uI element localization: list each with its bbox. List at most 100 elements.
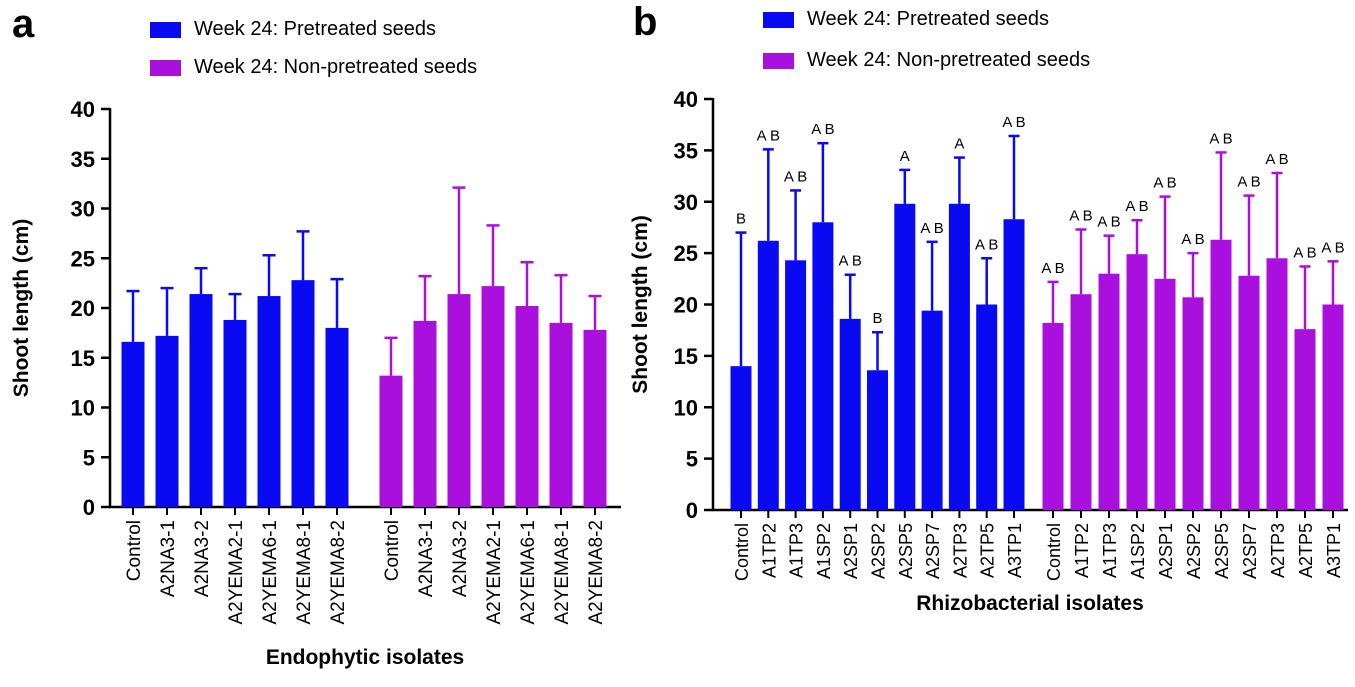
x-tick-label: A2YEMA6-1 xyxy=(518,520,539,625)
y-tick-label: 25 xyxy=(674,241,698,266)
x-tick-label: A3TP1 xyxy=(1005,523,1025,578)
x-tick-label: A2SP7 xyxy=(1240,523,1260,579)
bar xyxy=(1098,273,1120,510)
x-axis-title: Endophytic isolates xyxy=(266,646,464,669)
bar xyxy=(839,318,861,510)
significance-letter: A B xyxy=(839,253,862,270)
bar xyxy=(785,260,807,510)
bar xyxy=(1266,258,1288,510)
bar xyxy=(1322,304,1344,510)
y-tick-label: 0 xyxy=(686,498,698,523)
y-tick-label: 5 xyxy=(686,447,698,472)
bar xyxy=(515,306,539,507)
legend-item: Week 24: Pretreated seeds xyxy=(763,8,1090,31)
non-pretreated-swatch-icon xyxy=(150,59,181,76)
y-axis-title: Shoot length (cm) xyxy=(10,219,33,397)
legend-label: Week 24: Pretreated seeds xyxy=(194,18,436,40)
significance-letter: A B xyxy=(1293,244,1316,261)
bar xyxy=(413,320,437,507)
panel-b-legend: Week 24: Pretreated seeds Week 24: Non-p… xyxy=(763,8,1090,72)
x-tick-label: A1TP2 xyxy=(759,523,779,578)
significance-letter: B xyxy=(736,211,746,228)
significance-letter: A B xyxy=(1097,214,1120,231)
bar xyxy=(812,222,834,511)
significance-letter: A xyxy=(900,148,910,165)
y-tick-label: 15 xyxy=(674,344,698,369)
significance-letter: B xyxy=(872,310,882,327)
x-tick-label: A1SP2 xyxy=(1128,523,1148,579)
significance-letter: A xyxy=(954,136,964,153)
y-tick-label: 40 xyxy=(71,97,95,122)
x-tick-label: A2SP1 xyxy=(841,523,861,579)
bar xyxy=(447,294,471,507)
bar xyxy=(1294,329,1316,510)
bar xyxy=(1126,254,1148,510)
x-tick-label: Control xyxy=(382,520,403,581)
y-tick-label: 35 xyxy=(674,138,698,163)
bar xyxy=(325,327,349,507)
bar xyxy=(1154,278,1176,510)
pretreated-swatch-icon xyxy=(150,21,181,38)
bar xyxy=(894,203,916,510)
x-tick-label: A1TP2 xyxy=(1072,523,1092,578)
y-tick-label: 25 xyxy=(71,246,95,271)
significance-letter: A B xyxy=(1321,239,1344,256)
x-tick-label: A2SP1 xyxy=(1156,523,1176,579)
x-tick-label: A2YEMA8-1 xyxy=(552,520,573,625)
significance-letter: A B xyxy=(975,236,998,253)
x-tick-label: A2TP3 xyxy=(1268,523,1288,578)
panel-a-legend: Week 24: Pretreated seeds Week 24: Non-p… xyxy=(150,18,477,79)
significance-letter: A B xyxy=(920,220,943,237)
bar xyxy=(1238,275,1260,510)
x-tick-label: A1SP2 xyxy=(814,523,834,579)
y-tick-label: 15 xyxy=(71,346,95,371)
bar xyxy=(155,335,179,507)
non-pretreated-swatch-icon xyxy=(763,52,794,69)
legend-item: Week 24: Pretreated seeds xyxy=(150,18,477,41)
significance-letter: A B xyxy=(1002,114,1025,131)
x-tick-label: A1TP3 xyxy=(1100,523,1120,578)
x-tick-label: A2SP7 xyxy=(923,523,943,579)
bar xyxy=(379,375,403,507)
x-tick-label: A2NA3-1 xyxy=(416,520,437,597)
bar xyxy=(121,341,145,507)
x-tick-label: Control xyxy=(124,520,145,581)
bar xyxy=(223,319,247,507)
bar xyxy=(1070,294,1092,510)
x-tick-label: A3TP1 xyxy=(1324,523,1344,578)
x-tick-label: A2SP2 xyxy=(1184,523,1204,579)
y-tick-label: 30 xyxy=(71,197,95,222)
bar xyxy=(921,310,943,510)
x-tick-label: A2YEMA8-2 xyxy=(328,520,349,625)
y-tick-label: 30 xyxy=(674,190,698,215)
bar xyxy=(549,322,573,507)
bar xyxy=(189,294,213,507)
bar xyxy=(1042,322,1064,510)
legend-item: Week 24: Non-pretreated seeds xyxy=(150,56,477,79)
bar xyxy=(1003,219,1025,510)
significance-letter: A B xyxy=(1125,198,1148,215)
bar xyxy=(1182,297,1204,510)
y-tick-label: 40 xyxy=(674,87,698,112)
legend-label: Week 24: Non-pretreated seeds xyxy=(807,49,1091,71)
significance-letter: A B xyxy=(757,127,780,144)
bar xyxy=(976,304,998,510)
y-tick-label: 10 xyxy=(71,396,95,421)
y-tick-label: 5 xyxy=(83,445,95,470)
bar xyxy=(867,370,888,510)
significance-letter: A B xyxy=(1237,174,1260,191)
bar xyxy=(583,329,607,507)
significance-letter: A B xyxy=(1153,175,1176,192)
x-tick-label: A2TP3 xyxy=(950,523,970,578)
bar xyxy=(757,240,779,511)
significance-letter: A B xyxy=(784,168,807,185)
significance-letter: A B xyxy=(811,121,834,138)
panel-b-letter: b xyxy=(633,0,658,44)
y-tick-label: 35 xyxy=(71,147,95,172)
significance-letter: A B xyxy=(1181,231,1204,248)
x-tick-label: A2SP5 xyxy=(896,523,916,579)
x-tick-label: A2YEMA2-1 xyxy=(226,520,247,625)
panel-a-letter: a xyxy=(12,2,35,46)
x-tick-label: A2TP5 xyxy=(1296,523,1316,578)
